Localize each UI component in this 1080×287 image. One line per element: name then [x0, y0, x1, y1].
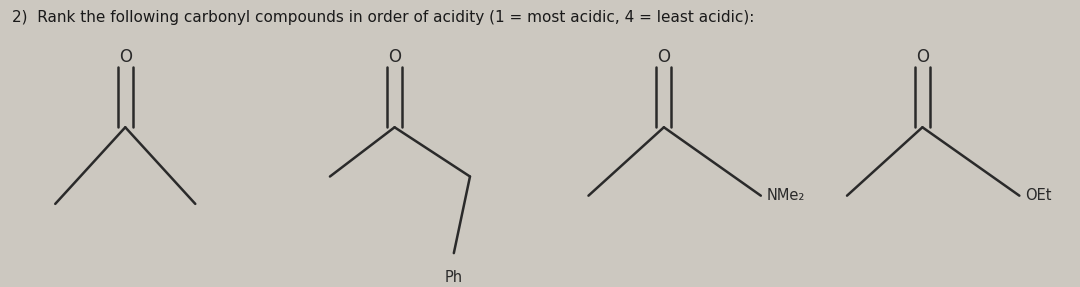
Text: 2)  Rank the following carbonyl compounds in order of acidity (1 = most acidic, : 2) Rank the following carbonyl compounds…: [12, 9, 755, 25]
Text: NMe₂: NMe₂: [766, 188, 805, 203]
Text: O: O: [658, 48, 671, 66]
Text: O: O: [119, 48, 132, 66]
Text: OEt: OEt: [1025, 188, 1051, 203]
Text: O: O: [916, 48, 929, 66]
Text: O: O: [388, 48, 401, 66]
Text: Ph: Ph: [445, 269, 463, 284]
